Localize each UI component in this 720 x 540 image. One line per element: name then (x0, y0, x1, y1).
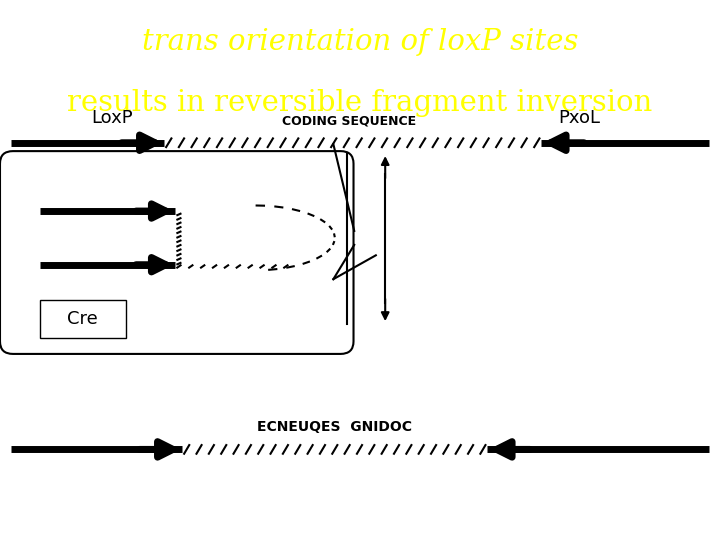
FancyBboxPatch shape (0, 151, 354, 354)
Text: trans orientation of loxP sites: trans orientation of loxP sites (142, 28, 578, 56)
Text: ECNEUQES  GNIDOC: ECNEUQES GNIDOC (257, 420, 413, 434)
Text: results in reversible fragment inversion: results in reversible fragment inversion (68, 89, 652, 117)
Text: Cre: Cre (68, 310, 98, 328)
Text: PxoL: PxoL (559, 110, 600, 127)
Bar (40, 300, 126, 338)
Text: LoxP: LoxP (91, 110, 132, 127)
Text: CODING SEQUENCE: CODING SEQUENCE (282, 114, 416, 127)
